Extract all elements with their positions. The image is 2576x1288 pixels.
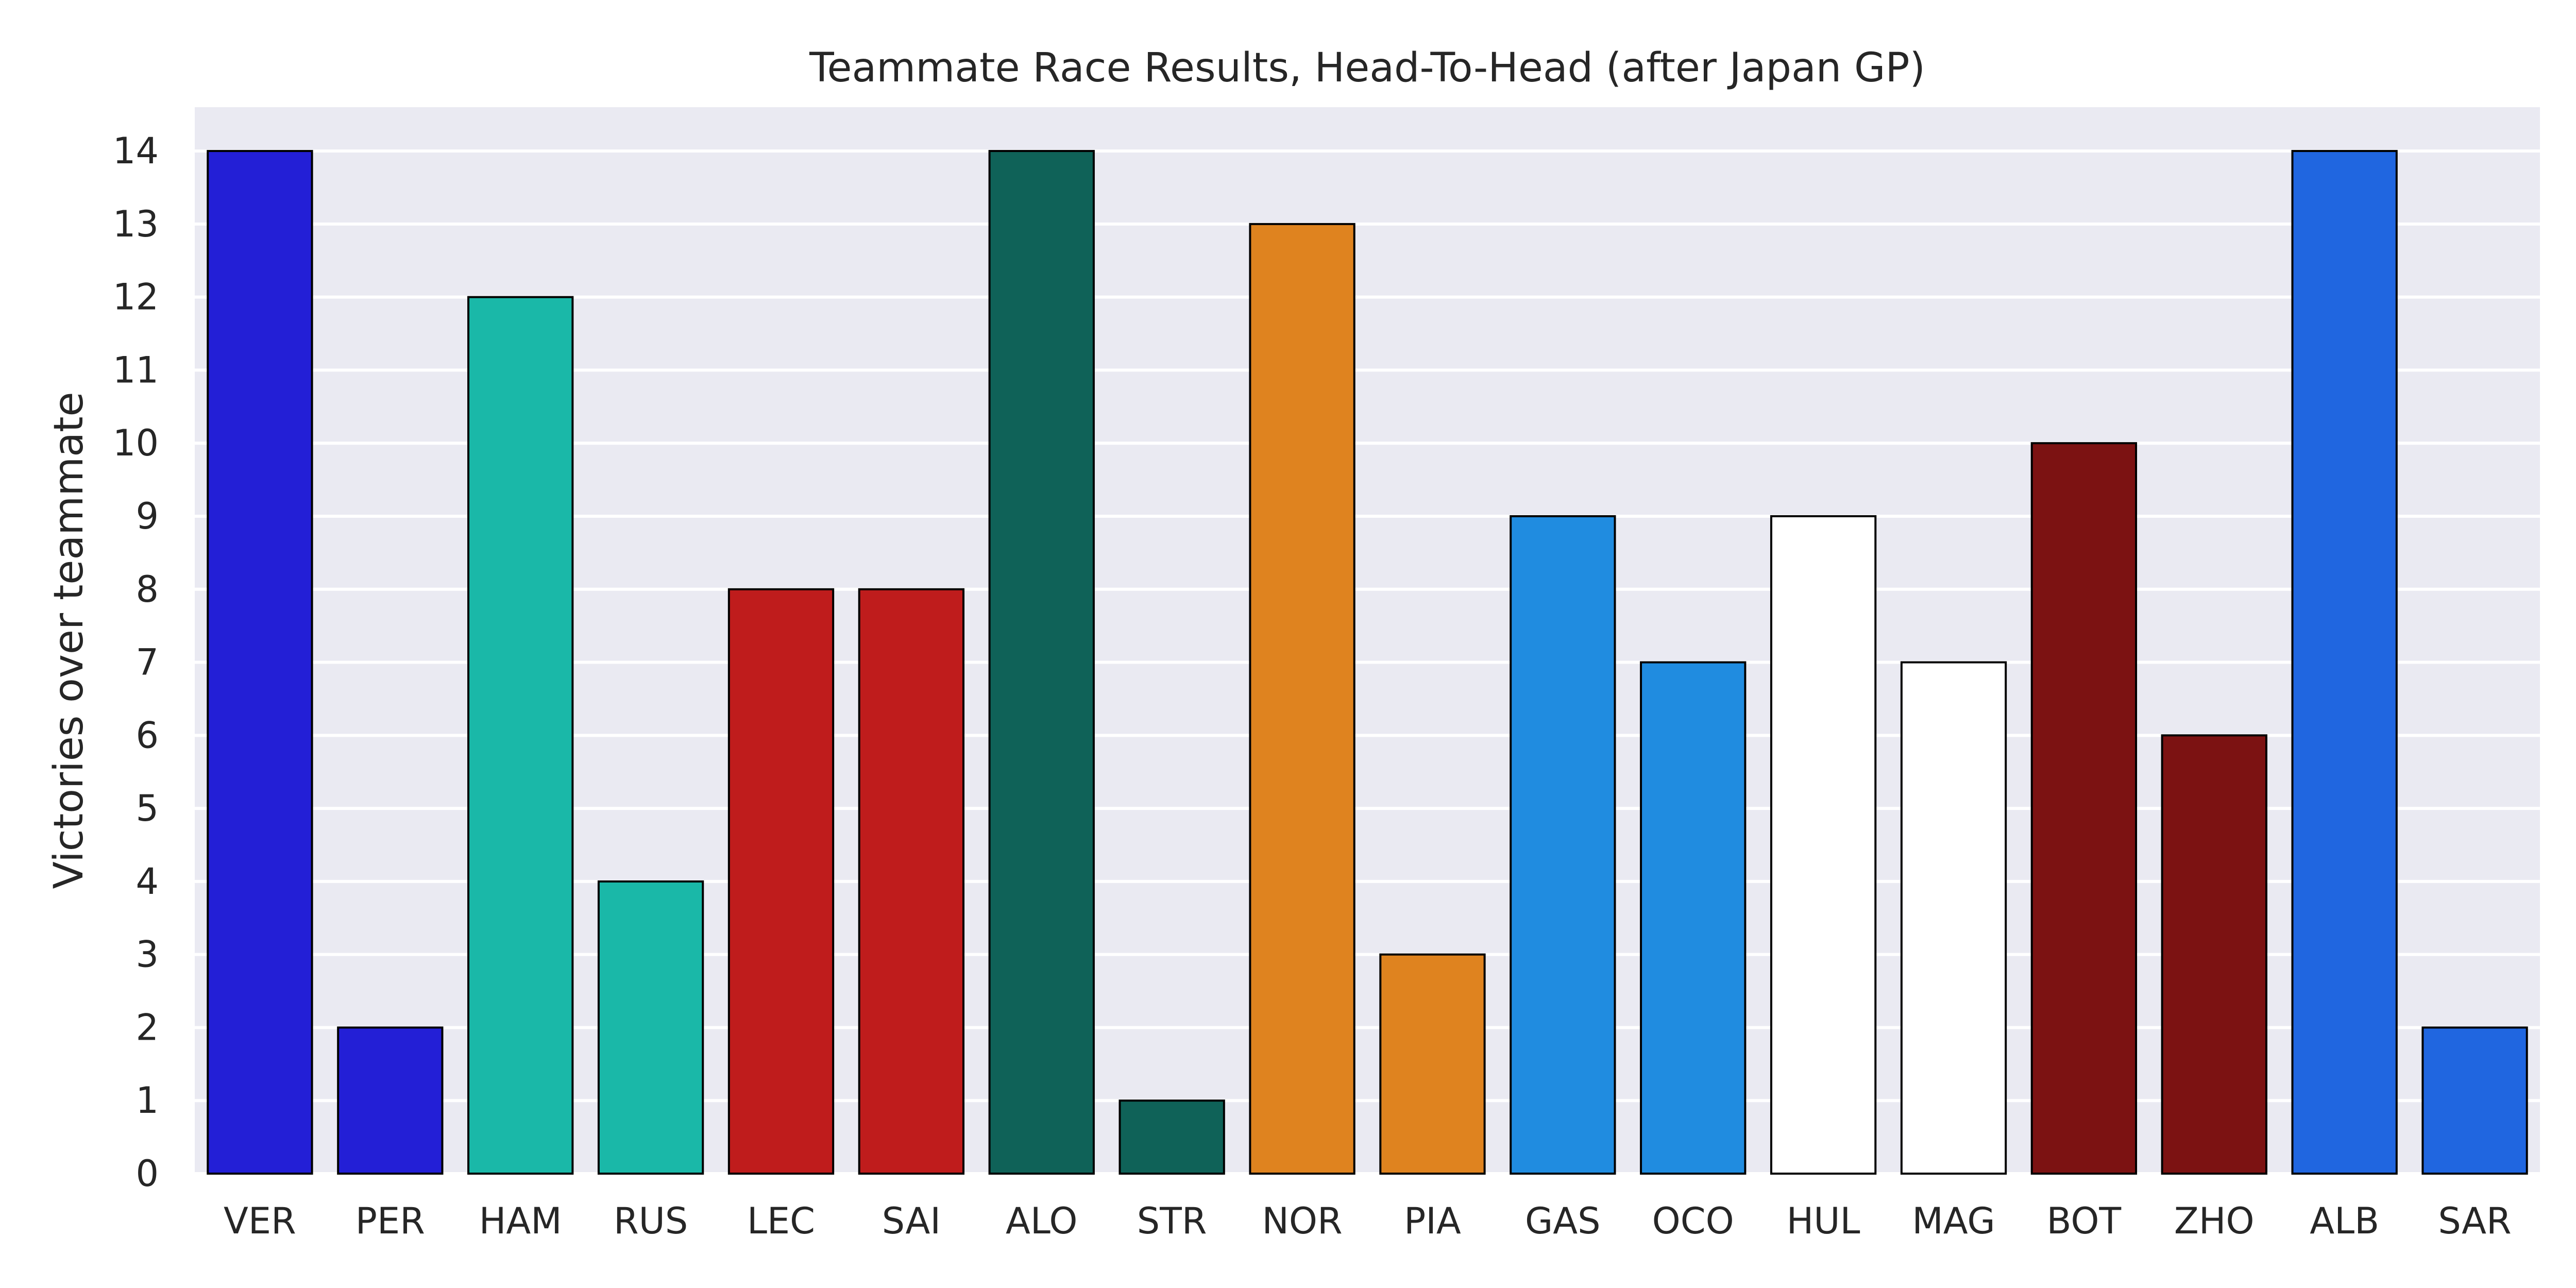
x-tick-label-ver: VER xyxy=(224,1200,296,1242)
x-tick-label-oco: OCO xyxy=(1652,1200,1734,1242)
y-tick-label: 13 xyxy=(113,203,159,245)
bar-alo xyxy=(988,150,1095,1175)
y-tick-label: 7 xyxy=(135,641,159,684)
x-tick-label-pia: PIA xyxy=(1404,1200,1461,1242)
bar-oco xyxy=(1640,661,1747,1175)
x-tick-label-gas: GAS xyxy=(1525,1200,1601,1242)
bar-lec xyxy=(727,588,835,1175)
bar-per xyxy=(337,1026,444,1175)
x-tick-label-hul: HUL xyxy=(1787,1200,1860,1242)
bar-ver xyxy=(207,150,313,1175)
bar-nor xyxy=(1249,223,1355,1175)
y-tick-label: 1 xyxy=(135,1079,159,1122)
x-tick-label-lec: LEC xyxy=(747,1200,815,1242)
y-axis-label: Victories over teammate xyxy=(46,392,92,889)
x-tick-label-per: PER xyxy=(355,1200,425,1242)
x-tick-label-sai: SAI xyxy=(882,1200,941,1242)
x-tick-label-mag: MAG xyxy=(1912,1200,1995,1242)
bar-sai xyxy=(858,588,965,1175)
x-tick-label-bot: BOT xyxy=(2047,1200,2122,1242)
y-tick-label: 11 xyxy=(113,349,159,391)
x-tick-label-rus: RUS xyxy=(614,1200,688,1242)
bar-zho xyxy=(2161,734,2267,1175)
y-tick-label: 5 xyxy=(135,787,159,829)
y-tick-label: 10 xyxy=(113,422,159,464)
y-tick-label: 3 xyxy=(135,934,159,976)
y-tick-label: 0 xyxy=(135,1153,159,1195)
y-tick-label: 12 xyxy=(113,276,159,318)
bar-pia xyxy=(1379,953,1486,1175)
y-tick-label: 14 xyxy=(113,130,159,172)
bar-rus xyxy=(597,880,704,1175)
x-tick-labels: VER PER HAM RUS LEC SAI ALO STR NOR PIA GAS OCO HUL M… xyxy=(224,1200,2512,1242)
y-tick-label: 2 xyxy=(135,1006,159,1048)
bar-gas xyxy=(1510,515,1616,1175)
y-tick-label: 9 xyxy=(135,495,159,537)
bar-mag xyxy=(1900,661,2007,1175)
bar-str xyxy=(1118,1099,1225,1175)
y-tick-label: 4 xyxy=(135,860,159,903)
x-tick-label-ham: HAM xyxy=(479,1200,562,1242)
y-tick-label: 8 xyxy=(135,568,159,611)
plot-area xyxy=(195,107,2540,1174)
x-tick-label-alo: ALO xyxy=(1006,1200,1078,1242)
bar-ham xyxy=(467,296,574,1175)
bar-hul xyxy=(1770,515,1877,1175)
bar-alb xyxy=(2291,150,2398,1175)
x-tick-label-str: STR xyxy=(1137,1200,1207,1242)
x-tick-label-alb: ALB xyxy=(2310,1200,2379,1242)
bar-bot xyxy=(2030,442,2138,1175)
bars xyxy=(207,150,2528,1175)
x-tick-label-zho: ZHO xyxy=(2174,1200,2255,1242)
y-tick-label: 6 xyxy=(135,714,159,756)
y-grid-lines xyxy=(195,149,2540,1175)
x-tick-label-nor: NOR xyxy=(1262,1200,1343,1242)
bar-sar xyxy=(2421,1026,2528,1175)
x-tick-label-sar: SAR xyxy=(2438,1200,2511,1242)
chart-title: Teammate Race Results, Head-To-Head (aft… xyxy=(809,45,1925,91)
